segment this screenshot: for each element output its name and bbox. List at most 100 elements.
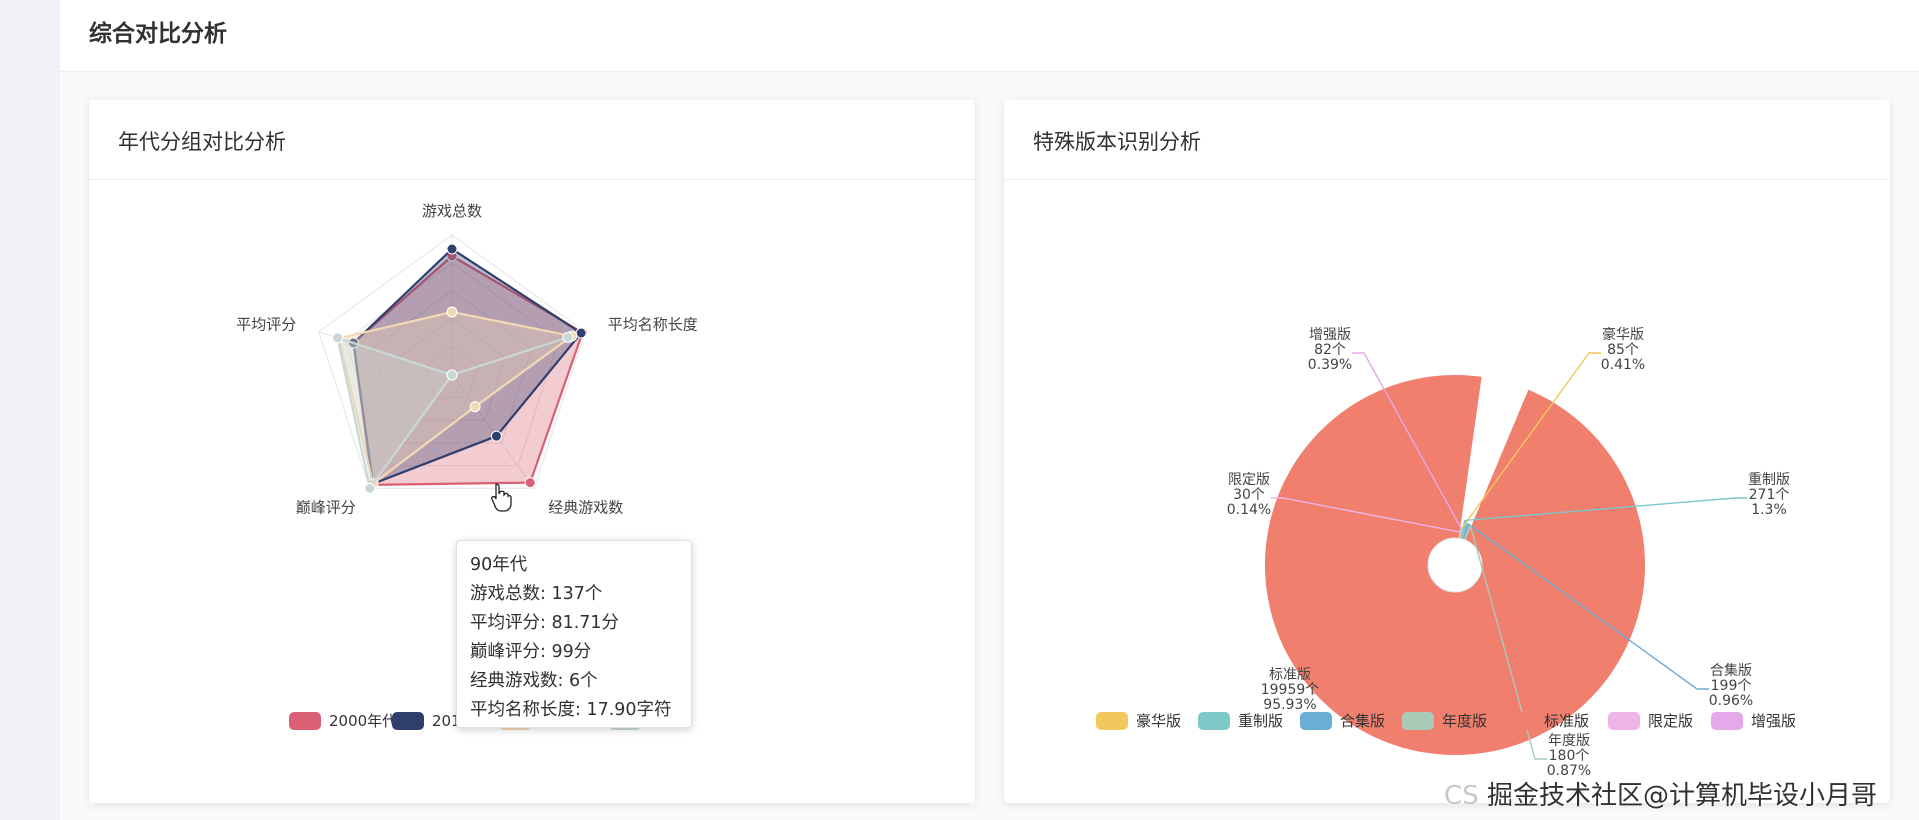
pie-slice xyxy=(1460,519,1468,540)
pie-slice xyxy=(1464,524,1472,541)
pie-legend-swatch xyxy=(1198,712,1230,730)
pie-slice xyxy=(1265,375,1645,756)
card-header: 特殊版本识别分析 xyxy=(1004,100,1890,180)
radar-grid-ring xyxy=(371,290,533,444)
radar-point xyxy=(446,369,458,381)
pie-label-percent: 0.96% xyxy=(1709,693,1753,709)
radar-axis-label: 平均评分 xyxy=(236,315,296,333)
pie-legend-swatch xyxy=(1608,712,1640,730)
radar-axis-line xyxy=(451,374,535,489)
tooltip-line: 平均评分: 81.71分 xyxy=(470,613,620,633)
decade-comparison-card: 年代分组对比分析 游戏总数 平均名称长度 经典游戏数 巅峰评分 平均评分 2000年代 2… xyxy=(89,100,975,803)
pie-label-count: 30个 xyxy=(1233,487,1265,503)
pie-label-name: 年度版 xyxy=(1548,733,1590,749)
radar-point xyxy=(490,430,502,442)
sidebar-strip xyxy=(0,0,60,820)
pie-slice xyxy=(1462,523,1470,540)
pie-legend-label: 增强版 xyxy=(1751,712,1796,730)
pie-label-line xyxy=(1312,692,1405,749)
radar-tooltip: 90年代 游戏总数: 137个 平均评分: 81.71分 巅峰评分: 99分 经… xyxy=(456,540,692,728)
pie-slices xyxy=(1265,375,1645,756)
pie-label-count: 19959个 xyxy=(1261,682,1320,698)
radar-grid-ring xyxy=(424,346,480,399)
pie-label-count: 180个 xyxy=(1549,748,1590,764)
pie-slice xyxy=(1459,527,1463,539)
tooltip-line: 经典游戏数: 6个 xyxy=(470,671,598,691)
pie-legend-label: 限定版 xyxy=(1648,712,1693,730)
pie-slice xyxy=(1458,532,1460,539)
radar-point xyxy=(331,332,343,344)
card-header: 年代分组对比分析 xyxy=(89,100,975,180)
watermark-faint: CS xyxy=(1444,781,1479,811)
radar-grid-ring xyxy=(398,318,506,421)
pie-legend-label: 重制版 xyxy=(1238,712,1283,730)
pie-label-percent: 0.14% xyxy=(1227,502,1271,518)
pie-label-percent: 95.93% xyxy=(1263,697,1316,713)
pie-label-percent: 0.87% xyxy=(1547,763,1591,779)
pie-legend-label: 豪华版 xyxy=(1136,712,1181,730)
pie-label-percent: 1.3% xyxy=(1751,502,1787,518)
pie-label-percent: 0.39% xyxy=(1308,357,1352,373)
pie-label-line xyxy=(1465,497,1747,522)
pie-label-name: 增强版 xyxy=(1309,327,1351,343)
pie-legend-swatch xyxy=(1504,712,1536,730)
pie-label-name: 限定版 xyxy=(1228,472,1270,488)
pie-center-hole xyxy=(1427,537,1483,593)
tooltip-line: 巅峰评分: 99分 xyxy=(470,642,592,662)
pie-label-count: 82个 xyxy=(1314,342,1346,358)
pie-legend-swatch xyxy=(1711,712,1743,730)
radar-series-area xyxy=(336,336,569,491)
radar-axis-label: 巅峰评分 xyxy=(296,499,356,517)
pie-label-count: 199个 xyxy=(1711,678,1752,694)
radar-legend-swatch xyxy=(392,712,424,730)
radar-axis-label: 平均名称长度 xyxy=(608,315,698,333)
section-title: 综合对比分析 xyxy=(89,21,227,47)
radar-series-group xyxy=(331,243,588,494)
pie-legend-label: 合集版 xyxy=(1340,712,1385,730)
pie-label-count: 85个 xyxy=(1607,342,1639,358)
radar-point xyxy=(446,306,458,318)
radar-series-area xyxy=(352,247,583,486)
pie-label-line xyxy=(1467,523,1709,690)
pie-legend-label: 标准版 xyxy=(1544,712,1589,730)
pie-label-name: 重制版 xyxy=(1748,472,1790,488)
tooltip-title: 90年代 xyxy=(470,555,528,575)
pie-legend-label: 年度版 xyxy=(1442,712,1487,730)
pie-legend-swatch xyxy=(1300,712,1332,730)
radar-grid-ring xyxy=(318,234,586,489)
special-edition-card: 特殊版本识别分析 豪华版 85个 0.41% 重制版 271个 1.3% 合集版 199个 0.… xyxy=(1004,100,1890,803)
rose-pie-chart[interactable]: 豪华版85个0.41%重制版271个1.3%合集版199个0.96%年度版180… xyxy=(1004,100,1890,803)
panel-area: 年代分组对比分析 游戏总数 平均名称长度 经典游戏数 巅峰评分 平均评分 2000年代 2… xyxy=(60,72,1919,820)
hand-cursor-icon xyxy=(491,483,512,512)
radar-point xyxy=(469,401,481,413)
watermark: CS 掘金技术社区@计算机毕设小月哥 xyxy=(1444,775,1877,812)
section-header: 综合对比分析 xyxy=(60,0,1919,72)
pie-label-count: 271个 xyxy=(1749,487,1790,503)
pie-label-line xyxy=(1461,352,1601,529)
pie-label-name: 豪华版 xyxy=(1602,327,1644,343)
radar-point xyxy=(575,327,587,339)
pie-slice xyxy=(1459,527,1462,539)
radar-axis-label: 游戏总数 xyxy=(422,202,482,220)
card-title: 年代分组对比分析 xyxy=(118,130,286,154)
radar-point xyxy=(562,331,574,343)
pie-label-name: 合集版 xyxy=(1710,662,1752,679)
pie-legend: 豪华版 重制版 合集版 年度版 标准版 限定版 增强版 xyxy=(1096,712,1796,730)
pie-legend-swatch xyxy=(1096,712,1128,730)
pie-label-name: 标准版 xyxy=(1269,667,1311,683)
radar-legend-label: 201 xyxy=(432,712,461,730)
pie-label-line xyxy=(1271,497,1460,533)
radar-point xyxy=(524,477,536,489)
main-content: 综合对比分析 年代分组对比分析 游戏总数 平均名称长度 经典游戏数 巅峰评分 平均评分 … xyxy=(60,0,1919,820)
pie-labels: 豪华版85个0.41%重制版271个1.3%合集版199个0.96%年度版180… xyxy=(1227,327,1790,779)
radar-point xyxy=(446,243,458,255)
radar-legend-swatch xyxy=(289,712,321,730)
watermark-text: 掘金技术社区@计算机毕设小月哥 xyxy=(1486,781,1877,811)
pie-label-percent: 0.41% xyxy=(1601,357,1645,373)
radar-axis-label: 经典游戏数 xyxy=(548,499,623,517)
pie-label-line xyxy=(1352,352,1462,529)
tooltip-line: 游戏总数: 137个 xyxy=(470,584,603,604)
radar-grid-ring xyxy=(344,262,560,467)
